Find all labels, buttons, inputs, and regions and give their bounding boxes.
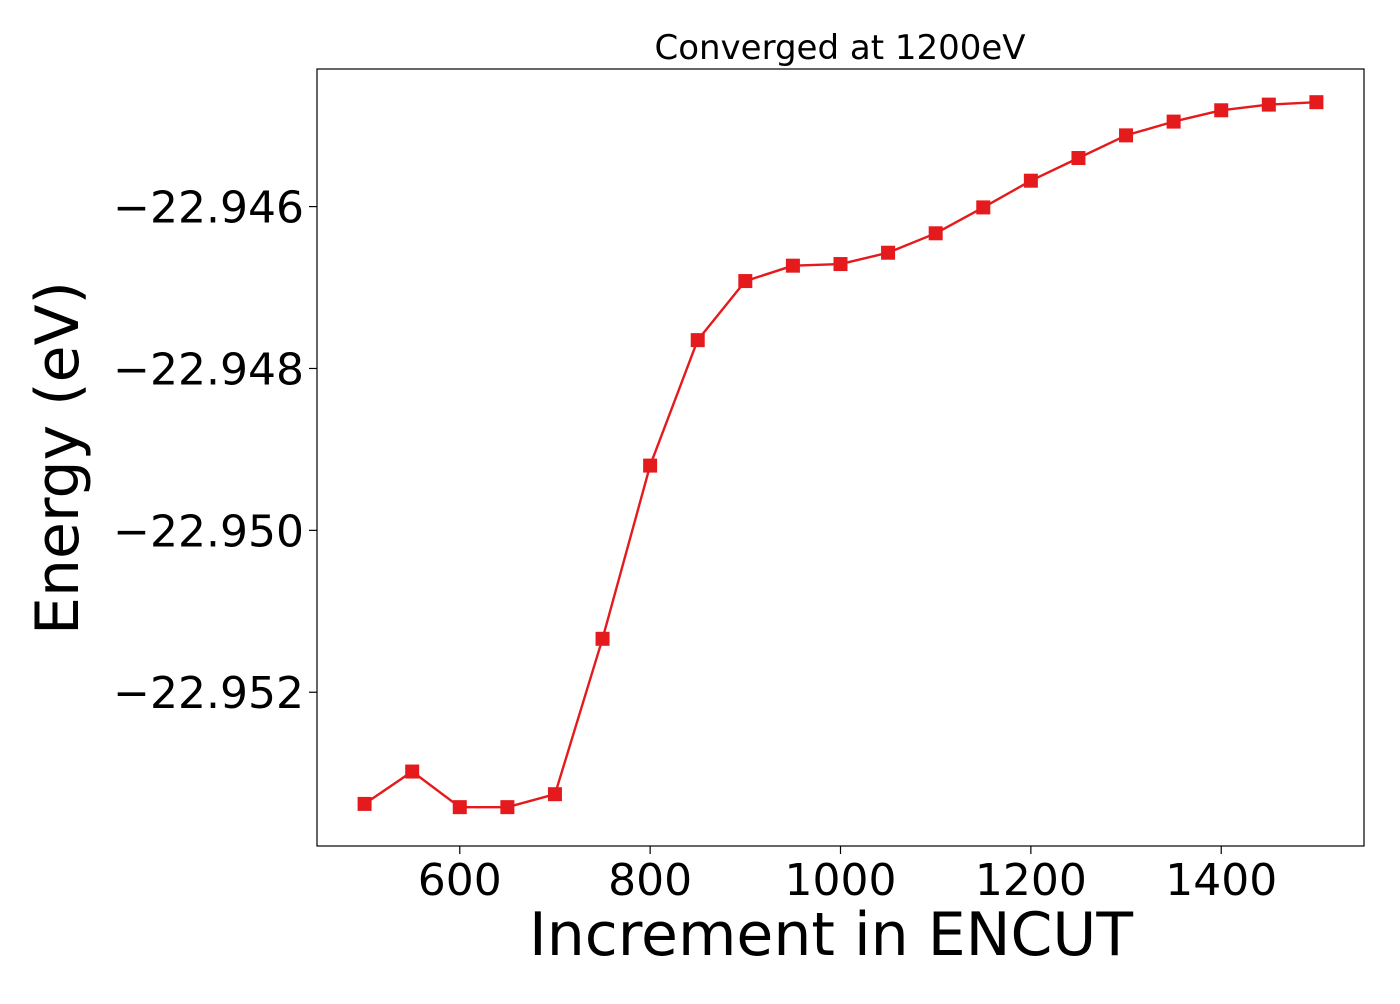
data-point (595, 631, 610, 646)
y-tick-label: −22.952 (113, 668, 304, 719)
x-tick-label: 1000 (785, 855, 897, 906)
x-tick-label: 800 (608, 855, 692, 906)
data-point (1023, 173, 1038, 188)
data-point (690, 333, 705, 348)
data-point (1309, 95, 1324, 110)
data-point (785, 258, 800, 273)
y-tick-label: −22.948 (113, 344, 304, 395)
data-point (643, 458, 658, 473)
y-tick-label: −22.950 (113, 506, 304, 557)
series-layer (357, 95, 1324, 815)
chart-title: Converged at 1200eV (654, 28, 1025, 68)
y-tick-label: −22.946 (113, 183, 304, 234)
x-axis-label: Increment in ENCUT (529, 900, 1133, 970)
x-axis-ticks: 600 800 1000 1200 1400 (418, 846, 1277, 906)
data-point (405, 764, 420, 779)
data-point (1214, 103, 1229, 118)
data-point (976, 200, 991, 215)
data-point (1261, 97, 1276, 112)
data-point (1166, 114, 1181, 129)
plot-area-frame (316, 68, 1365, 847)
data-point (547, 787, 562, 802)
data-point (452, 800, 467, 815)
x-tick-label: 1200 (975, 855, 1087, 906)
data-point (738, 274, 753, 289)
x-tick-label: 600 (418, 855, 502, 906)
data-point (928, 226, 943, 241)
data-point (500, 800, 515, 815)
data-point (1119, 128, 1134, 143)
data-point (833, 257, 848, 272)
data-point (1071, 151, 1086, 166)
y-axis-ticks: −22.946 −22.948 −22.950 −22.952 (113, 183, 317, 719)
data-point (881, 245, 896, 260)
x-tick-label: 1400 (1165, 855, 1277, 906)
y-axis-label: Energy (eV) (23, 281, 93, 635)
data-point (357, 796, 372, 811)
